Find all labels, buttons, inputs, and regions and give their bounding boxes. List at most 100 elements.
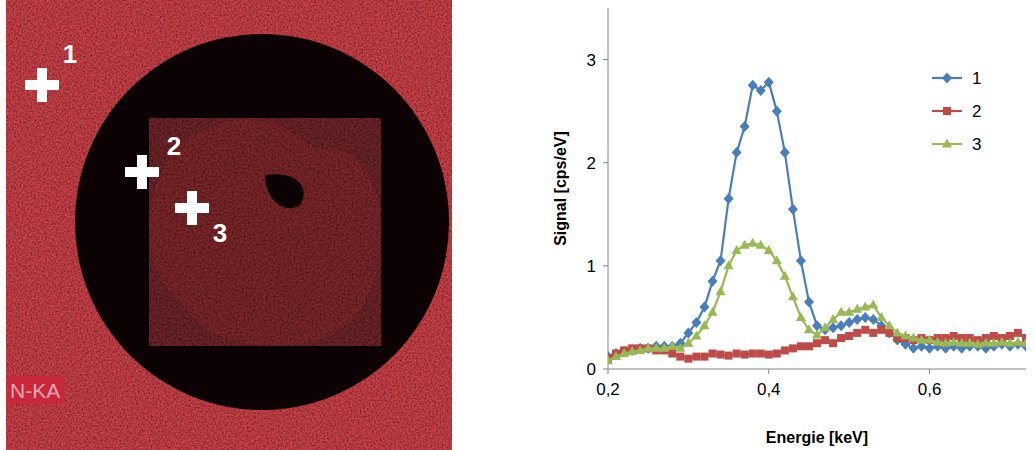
data-point bbox=[700, 353, 708, 361]
x-tick-label: 0,4 bbox=[757, 380, 781, 399]
data-point bbox=[611, 351, 621, 360]
data-point bbox=[724, 193, 734, 204]
data-point bbox=[813, 339, 821, 347]
data-point bbox=[764, 77, 774, 88]
data-point bbox=[925, 335, 935, 344]
data-point bbox=[861, 326, 869, 334]
data-point bbox=[733, 350, 741, 358]
data-point bbox=[844, 307, 854, 316]
data-point bbox=[780, 271, 790, 280]
data-point bbox=[852, 304, 862, 313]
data-point bbox=[748, 80, 758, 91]
series-line bbox=[608, 82, 1026, 356]
data-point bbox=[675, 343, 685, 352]
data-point bbox=[691, 317, 701, 328]
data-point bbox=[804, 296, 814, 307]
data-point bbox=[716, 255, 726, 266]
data-point bbox=[805, 342, 813, 350]
data-point bbox=[740, 121, 750, 132]
data-point bbox=[900, 330, 910, 339]
x-tick-label: 0,6 bbox=[918, 380, 942, 399]
point-label: 2 bbox=[167, 131, 181, 161]
data-point bbox=[732, 245, 742, 254]
y-axis bbox=[608, 8, 609, 369]
dark-ring bbox=[75, 34, 449, 410]
inner-noise bbox=[149, 119, 380, 345]
y-tick-label: 3 bbox=[587, 51, 596, 70]
data-point bbox=[933, 337, 943, 346]
data-point bbox=[643, 343, 653, 352]
data-point bbox=[635, 345, 645, 354]
map-label-bg bbox=[8, 376, 64, 404]
data-point bbox=[796, 312, 806, 321]
series-line bbox=[608, 330, 1026, 359]
data-point bbox=[716, 286, 726, 295]
data-point bbox=[781, 346, 789, 354]
data-point bbox=[892, 327, 902, 336]
data-point bbox=[740, 240, 750, 249]
x-tick-label: 0,2 bbox=[596, 380, 620, 399]
data-point bbox=[619, 346, 629, 357]
y-tick-label: 2 bbox=[587, 154, 596, 173]
y-axis-title: Signal [cps/eV] bbox=[552, 131, 569, 246]
data-point bbox=[651, 343, 661, 352]
data-point bbox=[1021, 338, 1026, 347]
data-point bbox=[836, 320, 846, 331]
legend-marker bbox=[942, 73, 952, 84]
data-point bbox=[797, 342, 805, 350]
legend-label: 1 bbox=[972, 69, 981, 88]
data-point bbox=[836, 307, 846, 316]
data-point bbox=[981, 338, 991, 347]
data-point bbox=[676, 353, 684, 361]
inner-dark-spot bbox=[265, 174, 304, 208]
data-point bbox=[684, 355, 692, 363]
data-point bbox=[860, 302, 870, 311]
data-point bbox=[876, 312, 886, 321]
data-point bbox=[957, 338, 967, 347]
data-point bbox=[1014, 329, 1022, 337]
data-point bbox=[821, 336, 829, 344]
cross bbox=[187, 191, 197, 225]
legend: 123 bbox=[932, 69, 981, 154]
data-point bbox=[732, 147, 742, 158]
data-point bbox=[683, 327, 693, 338]
x-tick bbox=[608, 369, 609, 374]
data-point bbox=[780, 147, 790, 158]
map-noise bbox=[6, 0, 452, 450]
x-axis-title: Energie [keV] bbox=[766, 429, 868, 446]
x-tick bbox=[768, 369, 769, 374]
chart: 01230,20,40,6Energie [keV]Signal [cps/eV… bbox=[552, 8, 1031, 446]
data-point bbox=[764, 245, 774, 254]
y-tick bbox=[603, 265, 608, 266]
data-point bbox=[844, 317, 854, 328]
data-point bbox=[741, 351, 749, 359]
data-point bbox=[619, 348, 629, 357]
legend-marker bbox=[942, 139, 952, 148]
data-point bbox=[869, 329, 877, 337]
data-point bbox=[699, 320, 709, 329]
data-point bbox=[635, 343, 645, 354]
data-point bbox=[908, 333, 918, 342]
data-point bbox=[765, 351, 773, 359]
data-point bbox=[709, 350, 717, 358]
data-point bbox=[788, 291, 798, 300]
data-point bbox=[868, 314, 878, 325]
data-point bbox=[692, 353, 700, 361]
data-point bbox=[699, 302, 709, 313]
data-point bbox=[667, 341, 677, 350]
page: 123N-KA01230,20,40,6Energie [keV]Signal … bbox=[0, 0, 1035, 450]
legend-label: 2 bbox=[972, 102, 981, 121]
data-point bbox=[884, 320, 894, 329]
x-axis bbox=[608, 369, 1026, 370]
x-tick bbox=[929, 369, 930, 374]
plot-area bbox=[608, 77, 1026, 364]
data-point bbox=[804, 324, 814, 333]
y-tick bbox=[603, 369, 608, 370]
y-tick bbox=[603, 162, 608, 163]
data-point bbox=[965, 338, 975, 347]
data-point bbox=[997, 337, 1007, 346]
data-point bbox=[925, 343, 935, 354]
data-point bbox=[789, 344, 797, 352]
data-point bbox=[917, 335, 927, 344]
data-point bbox=[717, 351, 725, 359]
